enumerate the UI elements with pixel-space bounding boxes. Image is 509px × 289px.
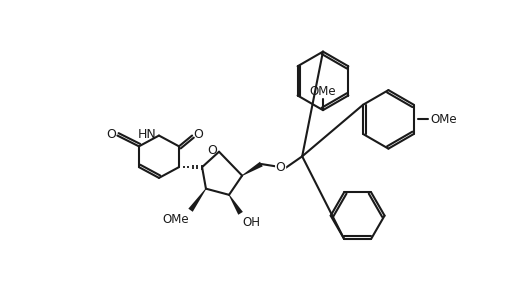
Polygon shape [228,194,242,215]
Text: OMe: OMe [162,212,189,225]
Polygon shape [188,188,206,212]
Text: O: O [275,161,285,174]
Polygon shape [241,162,262,176]
Text: OMe: OMe [429,113,456,126]
Text: O: O [207,144,217,158]
Text: O: O [193,128,203,141]
Text: HN: HN [137,128,156,141]
Text: O: O [106,128,116,141]
Text: OMe: OMe [309,85,335,98]
Text: OH: OH [242,216,260,229]
